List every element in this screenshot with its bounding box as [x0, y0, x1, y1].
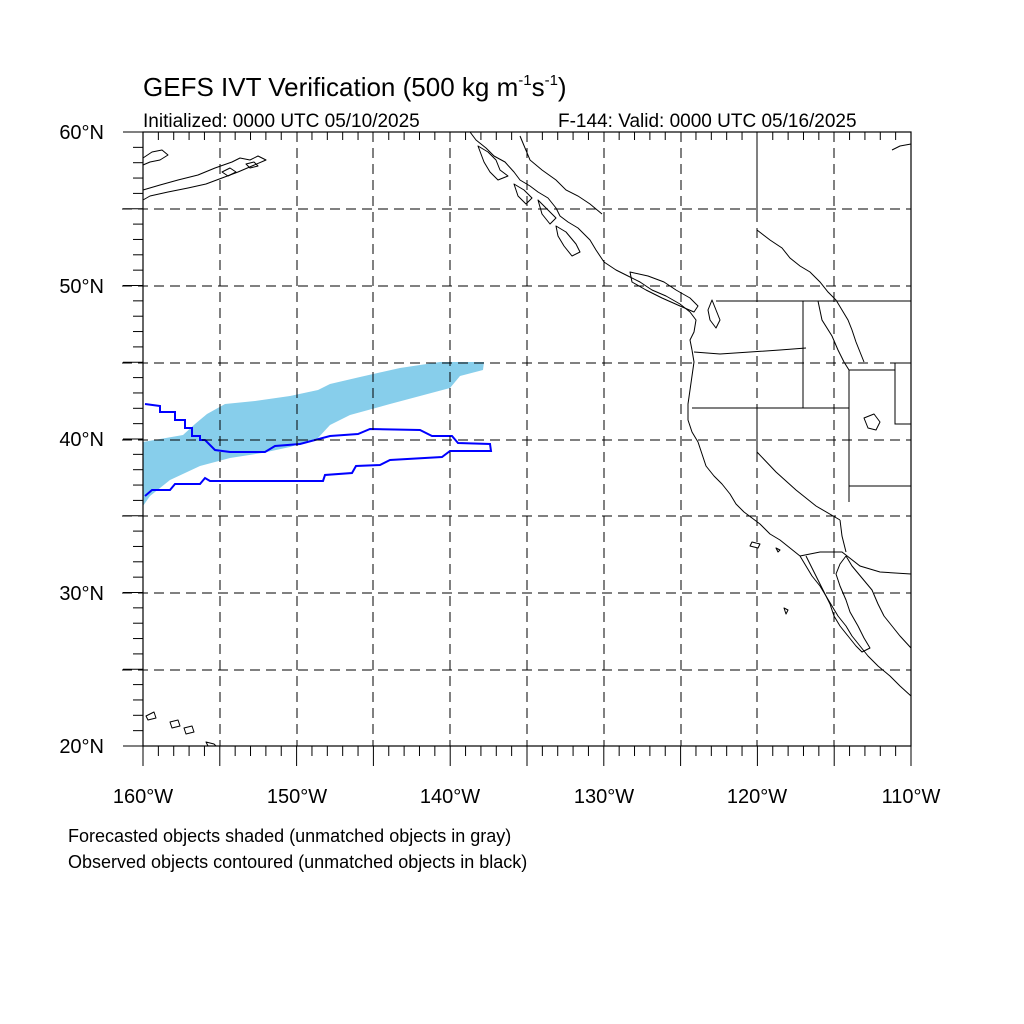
lon-label-140w: 140°W	[419, 786, 481, 808]
lon-label-120w: 120°W	[726, 786, 788, 808]
lat-label-20n: 20°N	[59, 736, 104, 758]
lat-label-60n: 60°N	[59, 122, 104, 144]
lon-label-130w: 130°W	[573, 786, 635, 808]
lon-label-160w: 160°W	[112, 786, 174, 808]
forecast-note: Forecasted objects shaded (unmatched obj…	[68, 826, 512, 846]
observed-note: Observed objects contoured (unmatched ob…	[68, 852, 528, 872]
longitude-gridlines	[219, 132, 835, 746]
latitude-gridlines	[122, 208, 911, 671]
valid-time-label: F-144: Valid: 0000 UTC 05/16/2025	[558, 111, 857, 132]
initialized-label: Initialized: 0000 UTC 05/10/2025	[143, 111, 420, 132]
lon-label-150w: 150°W	[266, 786, 328, 808]
lat-label-30n: 30°N	[59, 583, 104, 605]
axis-ticks	[123, 131, 912, 766]
observed-ivt-contour	[144, 403, 493, 497]
lon-label-110w: 110°W	[881, 786, 941, 808]
lat-label-50n: 50°N	[59, 276, 104, 298]
map-title: GEFS IVT Verification (500 kg m-1s-1)	[143, 72, 567, 102]
lat-label-40n: 40°N	[59, 429, 104, 451]
political-boundaries	[519, 132, 912, 575]
coastlines	[142, 131, 912, 747]
forecast-ivt-object	[143, 362, 484, 506]
